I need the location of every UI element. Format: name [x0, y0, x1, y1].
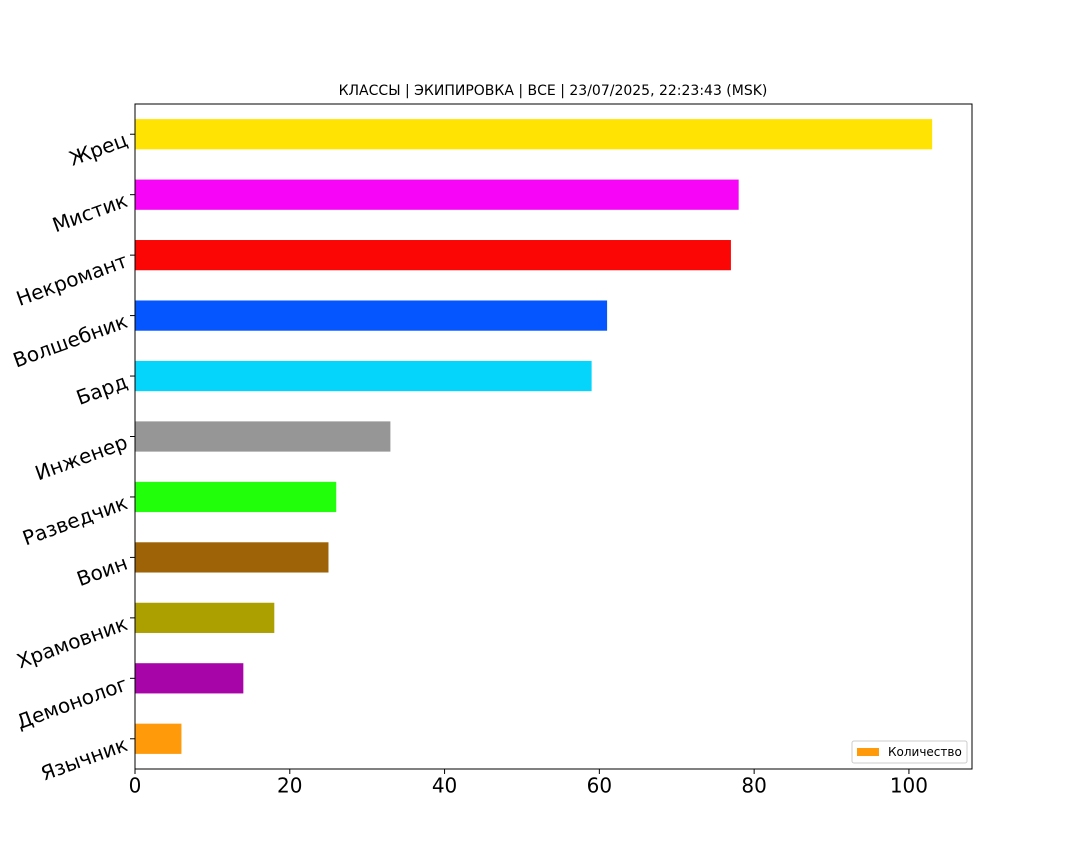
bar	[135, 481, 337, 513]
y-tick-label: Демонолог	[13, 672, 130, 734]
y-tick-label: Воин	[73, 551, 130, 591]
bar	[135, 602, 275, 633]
y-tick-label: Храмовник	[13, 611, 130, 673]
chart-title: КЛАССЫ | ЭКИПИРОВКА | ВСЕ | 23/07/2025, …	[339, 83, 768, 99]
x-tick-label: 100	[890, 774, 928, 798]
y-tick-label: Некромант	[13, 248, 131, 310]
bar	[135, 360, 592, 392]
y-tick-label: Волшебник	[10, 309, 131, 373]
legend-box	[851, 740, 968, 764]
legend-label: Количество	[888, 745, 962, 759]
bar	[135, 300, 608, 331]
x-tick-label: 40	[432, 774, 457, 798]
y-tick-label: Разведчик	[19, 490, 130, 550]
bar	[135, 119, 933, 150]
x-tick-label: 60	[587, 774, 612, 798]
y-tick-label: Бард	[73, 369, 131, 410]
y-tick-label: Мистик	[49, 188, 130, 237]
y-tick-label: Язычник	[38, 732, 131, 785]
x-tick-label: 0	[129, 774, 142, 798]
bar	[135, 421, 391, 452]
bar	[135, 542, 329, 573]
legend-swatch	[857, 748, 879, 756]
bar	[135, 240, 731, 271]
bar	[135, 663, 244, 694]
x-tick-label: 20	[277, 774, 302, 798]
y-tick-label: Инженер	[32, 430, 131, 486]
x-tick-label: 80	[741, 774, 766, 798]
bar	[135, 723, 182, 754]
y-tick-label: Жрец	[66, 128, 131, 171]
plot-frame	[134, 103, 973, 770]
bar	[135, 179, 739, 210]
